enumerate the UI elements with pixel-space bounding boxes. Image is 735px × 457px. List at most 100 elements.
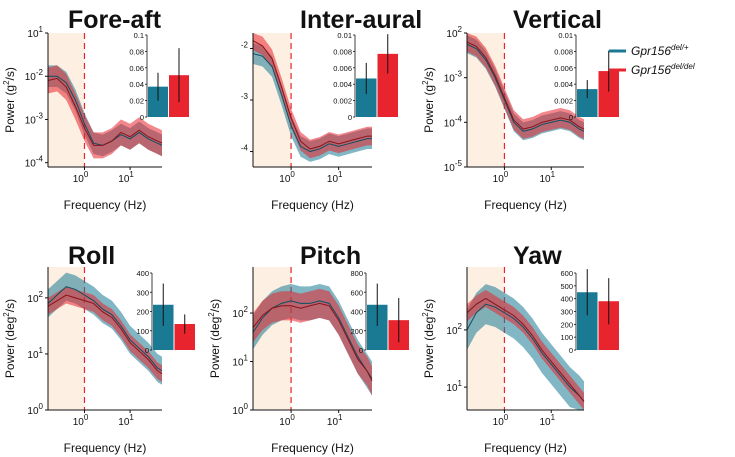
inset-y-tick-label: 200 [136, 308, 149, 317]
y-axis-label: Power (deg2/s) [207, 299, 222, 378]
inset-y-tick-label: 400 [136, 269, 149, 278]
x-tick-base: 10 [493, 417, 505, 428]
inset-y-tick-label: 200 [560, 320, 573, 329]
y-axis-label-end: /s) [3, 67, 17, 80]
y-tick-label: 100 [232, 402, 248, 417]
y-axis-label: Power (g2/s) [421, 67, 436, 133]
y-axis-label-base: Power (deg [3, 317, 17, 378]
inset-y-tick-label: 300 [560, 308, 573, 317]
inset-y-tick-label: 600 [350, 288, 363, 297]
inset-y-tick-label: 0 [348, 113, 352, 122]
y-tick-base: 10 [446, 383, 458, 394]
series-line-1 [466, 297, 585, 402]
x-tick-base: 10 [539, 174, 551, 185]
y-tick-exponent: 2 [458, 25, 463, 34]
x-axis-label: Frequency (Hz) [64, 198, 147, 212]
inset-y-tick-label: 0 [569, 113, 573, 122]
inset-y-tick-label: 0.002 [554, 97, 573, 106]
y-tick-exponent: 1 [458, 379, 463, 388]
y-tick-base: 10 [446, 326, 458, 337]
y-tick-base: 10 [446, 29, 458, 40]
legend-het-sup: del/+ [671, 43, 689, 52]
inset-y-tick-label: 0 [145, 346, 149, 355]
inset-y-tick-label: 0.004 [554, 80, 573, 89]
y-axis-label-base: Power (deg [422, 317, 436, 378]
inset-y-tick-label: 0.02 [129, 97, 144, 106]
series-band-1 [48, 286, 162, 382]
y-tick-exponent: -4 [455, 114, 463, 123]
legend-het-text: Gpr156 [631, 44, 671, 58]
x-tick-base: 10 [73, 417, 85, 428]
y-axis-label-end: /s) [3, 299, 17, 312]
inset-y-tick-label: 0.008 [554, 47, 573, 56]
y-tick-label: 102 [446, 322, 462, 337]
x-tick-base: 10 [279, 174, 291, 185]
inset-y-tick-label: 100 [136, 327, 149, 336]
y-axis-label-end: /s) [208, 299, 222, 312]
inset-y-tick-label: 400 [350, 308, 363, 317]
y-axis-label-base: Power (g [422, 85, 436, 133]
legend-label-het: Gpr156del/+ [631, 43, 689, 58]
inset-y-tick-label: 0 [140, 113, 144, 122]
x-axis-label: Frequency (Hz) [484, 198, 567, 212]
y-axis-label-sup: 2 [421, 312, 430, 317]
x-tick-base: 10 [118, 174, 130, 185]
x-tick-label: 101 [539, 413, 555, 428]
inset-y-tick-label: 500 [560, 282, 573, 291]
panel-title: Pitch [300, 242, 361, 270]
y-tick-base: 10 [25, 115, 37, 126]
x-tick-label: 100 [279, 170, 295, 185]
y-tick-label: 10-3 [25, 111, 44, 126]
x-axis-label: Frequency (Hz) [271, 441, 354, 455]
y-axis-label-end: /s) [422, 67, 436, 80]
inset-y-tick-label: 0 [569, 346, 573, 355]
inset-y-tick-label: 0.006 [333, 64, 352, 73]
legend-hom-sup: del/del [671, 62, 695, 71]
inset-bar-1 [598, 71, 619, 117]
inset-bar-chart: 0.1 0.08 0.06 0.04 0.02 0 [129, 31, 190, 122]
y-tick-label: 10-4 [444, 114, 463, 129]
x-tick-label: 100 [73, 170, 89, 185]
legend-hom-text: Gpr156 [631, 63, 671, 77]
y-tick-base: 10 [27, 406, 39, 417]
y-axis-label: Power (deg2/s) [421, 299, 436, 378]
legend-label-hom: Gpr156del/del [631, 62, 695, 77]
y-tick-base: 10 [232, 406, 244, 417]
x-tick-exponent: 0 [504, 413, 509, 422]
x-tick-exponent: 0 [290, 413, 295, 422]
inset-y-tick-label: 0.004 [333, 80, 352, 89]
y-tick-exponent: 1 [244, 354, 249, 363]
y-tick-base: 10 [25, 72, 37, 83]
y-axis-label-base: Power (g [3, 85, 17, 133]
y-tick-exponent: 0 [39, 402, 44, 411]
panel-title: Vertical [513, 6, 602, 34]
series-band-1 [253, 33, 372, 159]
y-tick-base: 10 [444, 74, 456, 85]
x-tick-exponent: 0 [504, 170, 509, 179]
x-tick-label: 101 [327, 413, 343, 428]
series-band-1 [467, 289, 584, 410]
series-line-0 [466, 303, 585, 402]
y-axis-label-base: Power (deg [208, 317, 222, 378]
series-band-1 [467, 33, 584, 139]
inset-bar-0 [367, 304, 388, 350]
inset-y-tick-label: 0.01 [337, 31, 352, 40]
inset-bar-chart: 800 600 400 200 0 [350, 269, 410, 355]
y-axis-label-sup: 2 [421, 80, 430, 85]
y-tick-base: 10 [27, 350, 39, 361]
x-tick-exponent: 0 [84, 170, 89, 179]
series-band-1 [48, 65, 162, 159]
x-tick-exponent: 1 [551, 413, 556, 422]
x-tick-base: 10 [118, 417, 130, 428]
panel-title: Yaw [513, 242, 562, 270]
y-tick-base: 10 [232, 358, 244, 369]
panel-title: Inter-aural [300, 6, 422, 34]
inset-y-tick-label: 0.04 [129, 80, 144, 89]
x-tick-label: 101 [118, 170, 134, 185]
y-axis-label: Power (deg2/s) [2, 299, 17, 378]
